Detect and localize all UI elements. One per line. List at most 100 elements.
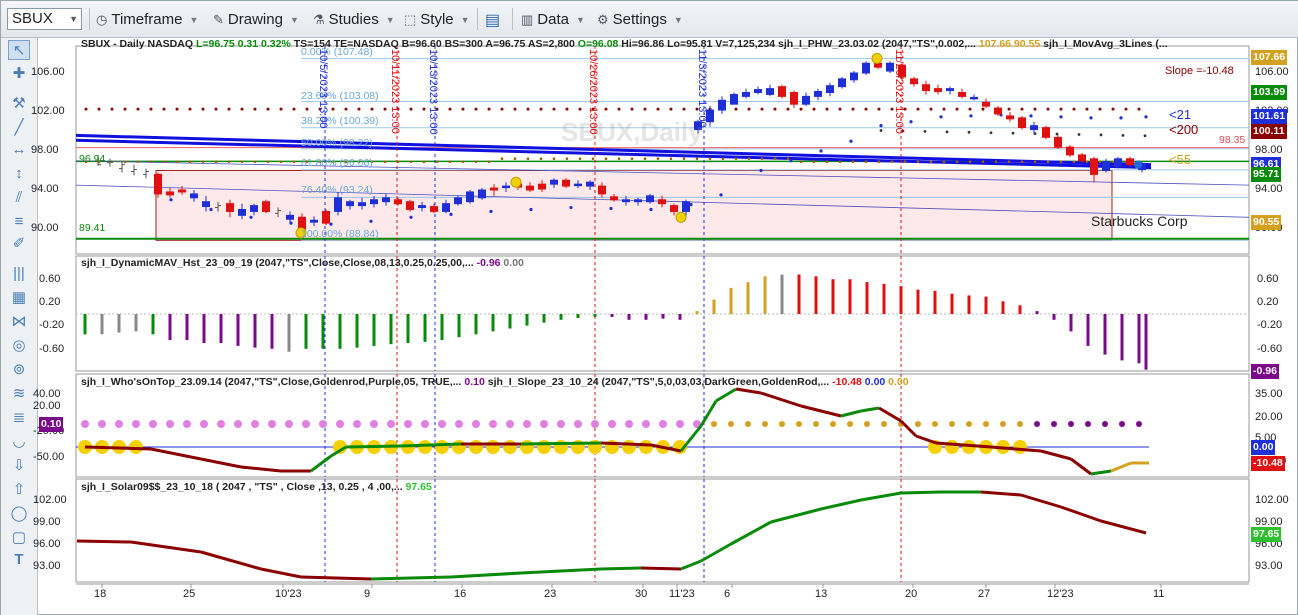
arc-tool-icon[interactable]: ◡ — [12, 433, 26, 450]
chevron-down-icon[interactable]: ▼ — [69, 14, 78, 24]
ellipse-tool-icon[interactable]: ◯ — [10, 505, 28, 522]
settings-button[interactable]: ⚙ Settings ▼ — [597, 1, 683, 38]
arrow-down-tool-icon[interactable]: ⇩ — [12, 457, 26, 474]
price-tag: 95.71 — [1251, 167, 1282, 182]
timeframe-label: Timeframe — [111, 11, 183, 28]
settings-label: Settings — [612, 11, 667, 28]
main-y-tick: 106.00 — [31, 66, 65, 78]
chevron-down-icon: ▼ — [673, 14, 683, 25]
pane4-header: sjh_I_Solar09$$_23_10_18 ( 2047 , "TS" ,… — [81, 481, 432, 493]
style-label: Style — [420, 11, 454, 28]
pane2-y-tick: 0.60 — [39, 273, 61, 285]
pane3-zero-value2: 0.00 — [885, 376, 909, 388]
studies-label: Studies — [328, 11, 379, 28]
pointer-tool-icon[interactable]: ↖ — [8, 40, 30, 60]
chart-canvas[interactable] — [38, 38, 1298, 615]
pane3-value: 0.10 — [461, 376, 485, 388]
data-icon: ▥ — [521, 11, 534, 27]
x-axis-label: 10'23 — [275, 588, 302, 600]
slope-label: Slope =-10.48 — [1165, 65, 1234, 77]
fan-tool-icon[interactable]: ≣ — [12, 409, 26, 426]
channel-tool-icon[interactable]: ⫽ — [15, 189, 23, 206]
x-axis-label: 9 — [364, 588, 371, 600]
ma200-label: <200 — [1169, 122, 1199, 137]
symbol-input[interactable]: SBUX ▼ — [7, 8, 82, 30]
x-axis-label: 27 — [978, 588, 991, 600]
wrench-tool-icon[interactable]: ⚒ — [12, 95, 26, 112]
pane4-y-tick: 99.00 — [33, 516, 61, 528]
toolbar-separator — [89, 8, 90, 30]
pane3-y-tick-left: 40.00 — [33, 388, 61, 400]
ma21-label: <21 — [1169, 107, 1192, 122]
chevron-down-icon: ▼ — [289, 14, 299, 25]
drawing-tools-strip: ↖ ✚ ⚒ ╱ ↔ ↕ ⫽ ≡ ✐ ||| ▦ ⋈ ◎ ⊚ ≋ ≣ ◡ ⇩ ⇧ … — [1, 38, 38, 615]
header-phw-high: 107.66 — [975, 38, 1011, 50]
data-button[interactable]: ▥ Data ▼ — [521, 1, 585, 38]
fib-label: 50.00% (98.22) — [301, 137, 373, 149]
fib-label: 23.60% (103.08) — [301, 90, 379, 102]
price-tag: 90.55 — [1251, 215, 1282, 230]
brush-tool-icon[interactable]: ✐ — [12, 235, 26, 252]
rectangle-tool-icon[interactable]: ▢ — [11, 529, 27, 546]
pane2-y-tick-right: 0.60 — [1257, 273, 1279, 285]
style-button[interactable]: ⬚ Style ▼ — [404, 1, 470, 38]
main-y-tick: 98.00 — [31, 144, 59, 156]
price-tag: 101.61 — [1251, 109, 1288, 124]
toolbar-separator — [477, 8, 478, 30]
pane4-y-tick: 96.00 — [33, 538, 61, 550]
horizontal-line-tool-icon[interactable]: ↔ — [11, 141, 27, 158]
vertical-line-tool-icon[interactable]: ↕ — [15, 165, 23, 182]
x-axis-label: 23 — [544, 588, 557, 600]
text-tool-icon[interactable]: T — [14, 551, 24, 568]
fib-tool-icon[interactable]: ≡ — [14, 213, 24, 230]
toolbar-separator — [512, 8, 513, 30]
x-axis-label: 16 — [454, 588, 467, 600]
layout-button[interactable]: ▤ — [485, 1, 500, 38]
pane3-slope-value: -10.48 — [829, 376, 862, 388]
fib-label: 61.80% (96.06) — [301, 157, 373, 169]
chevron-down-icon: ▼ — [575, 14, 585, 25]
vline-label: 10/11/2023 13:00 — [389, 49, 401, 134]
bars-tool-icon[interactable]: ||| — [13, 265, 25, 282]
x-axis-label: 30 — [635, 588, 648, 600]
pane3-study2-name: sjh_I_Slope_23_10_24 (2047,"TS",5,0,03,0… — [484, 376, 830, 388]
pane4-value: 97.65 — [402, 481, 432, 493]
pane4-tag: 97.65 — [1251, 527, 1282, 542]
timeframe-button[interactable]: ◷ Timeframe ▼ — [96, 1, 198, 38]
main-y-tick: 90.00 — [31, 222, 59, 234]
cycle-tool-icon[interactable]: ⊚ — [12, 361, 26, 378]
drawing-button[interactable]: ✎ Drawing ▼ — [213, 1, 299, 38]
pane3-header: sjh_I_Who'sOnTop_23.09.14 (2047,"TS",Clo… — [81, 376, 909, 388]
pane3-y-tick-right: 20.00 — [1255, 411, 1283, 423]
speed-tool-icon[interactable]: ≋ — [12, 385, 26, 402]
pane3-y-tick-left: 20.00 — [33, 400, 61, 412]
crosshair-tool-icon[interactable]: ✚ — [12, 65, 26, 82]
target-tool-icon[interactable]: ◎ — [12, 337, 26, 354]
pane3-y-tick-left: -50.00 — [33, 451, 65, 463]
pane2-y-tick: -0.20 — [39, 319, 65, 331]
main-y-tick-right: 98.00 — [1255, 144, 1283, 156]
arrow-up-tool-icon[interactable]: ⇧ — [12, 481, 26, 498]
pane4-y-tick: 93.00 — [33, 560, 61, 572]
x-axis-label: 11'23 — [669, 588, 695, 600]
main-y-tick-right: 106.00 — [1255, 66, 1289, 78]
x-axis-label: 11 — [1153, 588, 1165, 600]
chevron-down-icon: ▼ — [460, 14, 470, 25]
x-axis-label: 13 — [815, 588, 828, 600]
main-pane-header: SBUX - Daily NASDAQ L=96.75 0.31 0.32% T… — [81, 38, 1168, 50]
gann-tool-icon[interactable]: ⋈ — [11, 313, 27, 330]
vline-label: 11/3/2023 13:00 — [696, 49, 708, 128]
chevron-down-icon: ▼ — [385, 14, 395, 25]
pane2-value2: 0.00 — [500, 257, 524, 269]
studies-icon: ⚗ — [313, 11, 325, 27]
grid-tool-icon[interactable]: ▦ — [11, 289, 27, 306]
line-tool-icon[interactable]: ╱ — [14, 119, 24, 136]
company-name: Starbucks Corp — [1091, 213, 1188, 229]
studies-button[interactable]: ⚗ Studies ▼ — [313, 1, 395, 38]
x-axis-label: 18 — [94, 588, 107, 600]
x-axis-label: 6 — [724, 588, 731, 600]
x-axis-label: 12'23 — [1047, 588, 1074, 600]
pane3-slope-tag: -10.48 — [1251, 456, 1285, 471]
header-movavg: sjh_I_MovAvg_3Lines (... — [1040, 38, 1168, 50]
